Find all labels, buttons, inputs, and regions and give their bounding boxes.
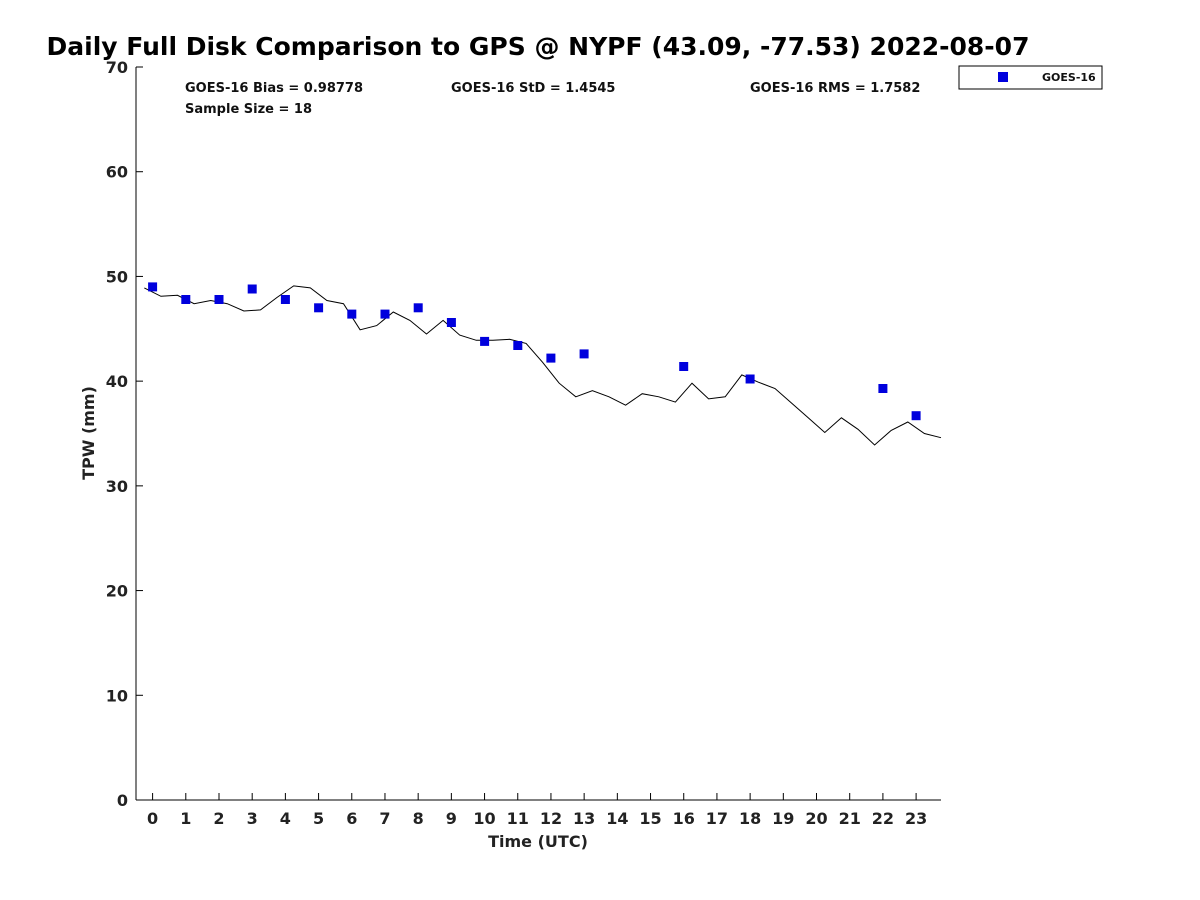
goes16-point (181, 295, 191, 304)
y-tick-label: 20 (106, 582, 128, 601)
x-tick-label: 20 (805, 809, 827, 828)
y-tick-label: 50 (106, 267, 128, 286)
goes16-point (413, 303, 423, 313)
goes16-point (679, 362, 689, 371)
x-tick-label: 6 (346, 809, 357, 828)
x-tick-label: 11 (507, 809, 529, 828)
goes16-point (878, 384, 888, 393)
x-tick-label: 9 (446, 809, 457, 828)
x-tick-label: 21 (839, 809, 861, 828)
y-tick-label: 70 (106, 58, 128, 77)
goes16-point (314, 303, 324, 313)
y-tick-label: 40 (106, 372, 128, 391)
x-tick-label: 7 (379, 809, 390, 828)
y-axis-ticks: 0 10 20 30 40 50 60 70 (106, 58, 143, 810)
x-tick-label: 23 (905, 809, 927, 828)
goes16-point (347, 309, 357, 319)
y-tick-label: 10 (106, 686, 128, 705)
goes16-point (745, 374, 755, 384)
x-tick-label: 1 (180, 809, 191, 828)
x-tick-label: 4 (280, 809, 291, 828)
goes16-point (214, 295, 224, 304)
x-tick-label: 15 (639, 809, 661, 828)
legend-box (958, 65, 1103, 90)
y-tick-label: 30 (106, 477, 128, 496)
x-axis-label: Time (UTC) (488, 832, 588, 851)
x-tick-label: 18 (739, 809, 761, 828)
x-tick-label: 13 (573, 809, 595, 828)
x-tick-label: 14 (606, 809, 628, 828)
goes16-point (480, 336, 490, 346)
stat-rms: GOES-16 RMS = 1.7582 (750, 81, 920, 96)
x-tick-label: 3 (247, 809, 258, 828)
x-tick-label: 2 (213, 809, 224, 828)
goes16-point (280, 295, 290, 304)
x-tick-label: 22 (872, 809, 894, 828)
goes16-point (911, 411, 921, 421)
plot-background (136, 67, 941, 800)
chart-title: Daily Full Disk Comparison to GPS @ NYPF… (47, 32, 1030, 61)
goes16-point (247, 284, 257, 294)
stat-std: GOES-16 StD = 1.4545 (451, 81, 615, 96)
goes16-point (148, 282, 158, 292)
goes16-point (380, 309, 390, 319)
x-tick-label: 17 (706, 809, 728, 828)
x-tick-label: 12 (540, 809, 562, 828)
goes16-point (446, 318, 456, 327)
gps-series-line (144, 285, 942, 446)
y-tick-label: 60 (106, 163, 128, 182)
x-axis-ticks: 0 1 2 3 4 5 6 7 8 9 10 11 12 13 14 15 16 17 18 19 20 21 22 23 (147, 793, 927, 828)
x-tick-label: 5 (313, 809, 324, 828)
y-axis-label: TPW (mm) (79, 386, 98, 480)
goes16-series-points (148, 282, 921, 421)
y-tick-label: 0 (117, 791, 128, 810)
stat-sample-size: Sample Size = 18 (185, 102, 312, 117)
goes16-point (546, 353, 556, 363)
x-tick-label: 8 (413, 809, 424, 828)
x-tick-label: 16 (673, 809, 695, 828)
x-tick-label: 19 (772, 809, 794, 828)
legend: GOES-16 (958, 65, 1103, 90)
goes16-point (579, 349, 589, 359)
x-tick-label: 10 (473, 809, 495, 828)
legend-label-goes16: GOES-16 (1042, 71, 1096, 84)
legend-swatch-goes16 (998, 72, 1008, 82)
stat-bias: GOES-16 Bias = 0.98778 (185, 81, 363, 96)
x-tick-label: 0 (147, 809, 158, 828)
goes16-point (513, 341, 523, 350)
